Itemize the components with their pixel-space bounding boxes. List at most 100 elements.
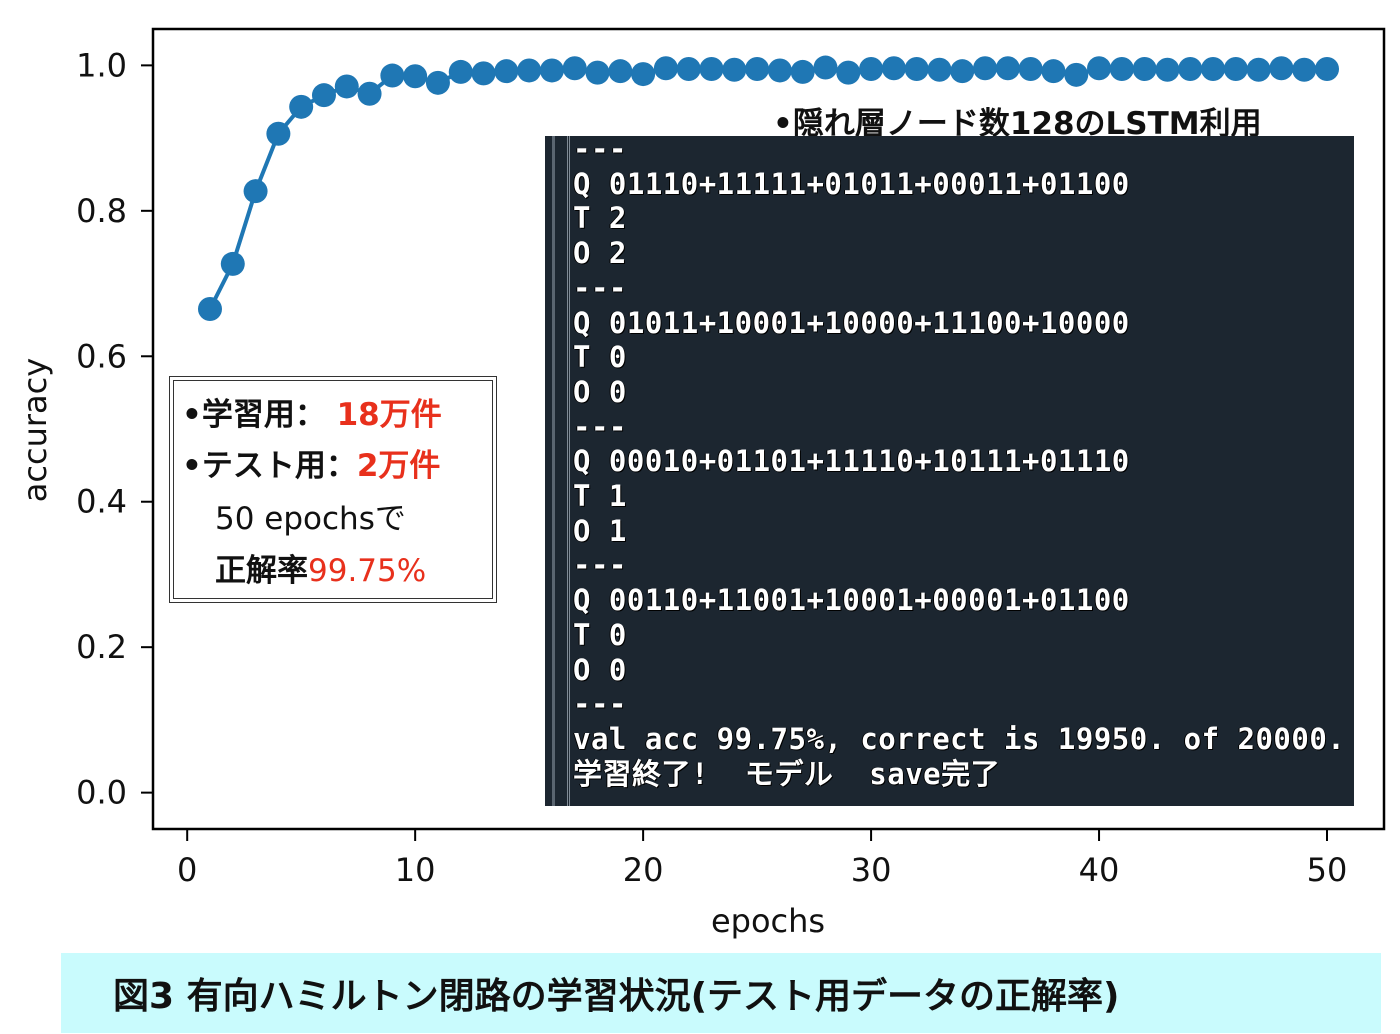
accuracy-point (1178, 57, 1203, 81)
plot-frame (151, 27, 1386, 831)
accuracy-point (881, 56, 906, 81)
accuracy-point (334, 74, 359, 99)
x-axis-ticks: 0 10 20 30 40 50 (177, 829, 1347, 889)
terminal-line: Q 01011+10001+10000+11100+10000 (573, 305, 1130, 340)
x-tick-label: 50 (1307, 851, 1348, 889)
figure-caption-bar: 図3 有向ハミルトン閉路の学習状況(テスト用データの正解率) (61, 953, 1381, 1033)
accuracy-point (1132, 57, 1157, 81)
accuracy-line: 正解率99.75% (215, 545, 426, 590)
accuracy-point (1223, 57, 1248, 81)
accuracy-point (790, 59, 815, 84)
series-layer (197, 55, 1340, 321)
accuracy-point (425, 70, 450, 95)
training-info-box: •学習用： 18万件 •テスト用：2万件 50 epochsで 正解率99.75… (169, 376, 497, 603)
terminal-line: --- (573, 548, 627, 583)
terminal-line: T 1 (573, 479, 627, 514)
accuracy-point (1269, 56, 1294, 81)
terminal-line: --- (573, 136, 627, 166)
accuracy-point (539, 58, 564, 83)
accuracy-point (197, 297, 222, 321)
x-tick-label: 0 (177, 851, 197, 889)
accuracy-point (1292, 57, 1317, 82)
terminal-line: O 0 (573, 652, 627, 687)
x-tick-label: 40 (1079, 851, 1120, 889)
accuracy-point (995, 56, 1020, 81)
accuracy-point (585, 60, 610, 85)
accuracy-point (220, 251, 245, 276)
accuracy-value: 99.75% (308, 553, 427, 589)
y-tick-label: 0.2 (76, 628, 127, 666)
y-tick-label: 0.4 (76, 483, 127, 521)
accuracy-point (927, 57, 952, 82)
accuracy-point (745, 57, 770, 81)
accuracy-point (243, 179, 268, 204)
terminal-line: --- (573, 270, 627, 305)
train-count-label: •学習用： (182, 397, 337, 433)
y-axis-ticks: 0.0 0.2 0.4 0.6 0.8 1.0 (76, 46, 153, 812)
accuracy-point (836, 60, 861, 85)
terminal-scroll-edge (545, 136, 570, 806)
accuracy-point (471, 61, 496, 86)
accuracy-point (699, 57, 724, 81)
y-tick-label: 0.6 (76, 337, 127, 375)
accuracy-label: 正解率 (215, 553, 308, 589)
accuracy-point (289, 94, 314, 119)
x-axis-label: epochs (711, 902, 825, 940)
terminal-line: T 0 (573, 617, 627, 652)
terminal-line: val acc 99.75%, correct is 19950. of 200… (573, 721, 1346, 756)
accuracy-point (562, 56, 587, 81)
accuracy-point (859, 57, 884, 81)
accuracy-point (494, 59, 519, 84)
terminal-line: 学習終了! モデル save完了 (573, 756, 1001, 791)
accuracy-point (767, 58, 792, 83)
terminal-line: O 1 (573, 513, 627, 548)
test-count-line: •テスト用：2万件 (182, 440, 440, 485)
accuracy-point (973, 56, 998, 81)
y-tick-label: 1.0 (76, 46, 127, 84)
terminal-line: --- (573, 409, 627, 444)
terminal-line: O 2 (573, 236, 627, 271)
terminal-line: Q 00010+01101+11110+10111+01110 (573, 444, 1130, 479)
accuracy-point (1201, 57, 1226, 81)
accuracy-point (311, 83, 336, 108)
accuracy-point (1246, 57, 1271, 82)
terminal-line: Q 00110+11001+10001+00001+01100 (573, 583, 1130, 618)
y-tick-label: 0.0 (76, 774, 127, 812)
accuracy-point (904, 57, 929, 81)
terminal-line: O 0 (573, 374, 627, 409)
terminal-line: T 2 (573, 201, 627, 236)
train-count-value: 18万件 (336, 397, 442, 433)
accuracy-point (403, 64, 428, 89)
accuracy-point (1018, 57, 1043, 81)
accuracy-point (1155, 57, 1180, 82)
accuracy-point (722, 57, 747, 82)
accuracy-point (1064, 62, 1089, 87)
accuracy-point (950, 59, 975, 84)
accuracy-point (357, 81, 382, 106)
x-tick-label: 20 (623, 851, 664, 889)
accuracy-point (1041, 59, 1066, 84)
terminal-line: T 0 (573, 340, 627, 375)
figure-caption: 図3 有向ハミルトン閉路の学習状況(テスト用データの正解率) (113, 976, 1120, 1017)
accuracy-point (631, 62, 656, 87)
terminal-line: Q 01110+11111+01011+00011+01100 (573, 166, 1130, 201)
accuracy-point (266, 121, 291, 146)
accuracy-point (1315, 57, 1340, 81)
x-tick-label: 10 (395, 851, 436, 889)
terminal-line: --- (573, 687, 627, 722)
test-count-value: 2万件 (356, 448, 441, 484)
train-count-line: •学習用： 18万件 (182, 389, 442, 434)
y-axis-label: accuracy (16, 358, 54, 502)
accuracy-point (517, 58, 542, 83)
y-tick-label: 0.8 (76, 192, 127, 230)
accuracy-point (1109, 57, 1134, 81)
accuracy-point (1087, 56, 1112, 81)
x-tick-label: 30 (851, 851, 892, 889)
accuracy-point (813, 55, 838, 80)
accuracy-point (676, 57, 701, 81)
test-count-label: •テスト用： (182, 448, 357, 484)
accuracy-point (653, 56, 678, 81)
